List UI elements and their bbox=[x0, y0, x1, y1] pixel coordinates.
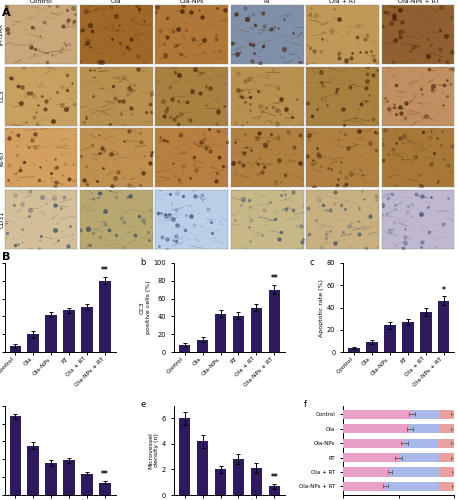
Bar bbox=[343, 453, 399, 462]
Bar bbox=[45, 314, 57, 352]
Bar bbox=[251, 468, 262, 495]
Y-axis label: Ki-67: Ki-67 bbox=[0, 150, 4, 166]
Text: f: f bbox=[304, 400, 307, 409]
Bar bbox=[10, 346, 21, 352]
Bar bbox=[438, 438, 454, 448]
Bar bbox=[197, 340, 208, 352]
Bar bbox=[439, 453, 454, 462]
Bar bbox=[402, 322, 414, 352]
Bar bbox=[63, 310, 75, 352]
Bar bbox=[439, 482, 454, 491]
Bar bbox=[438, 301, 449, 352]
Bar bbox=[420, 312, 431, 352]
Bar bbox=[28, 446, 39, 495]
Text: b: b bbox=[140, 258, 146, 266]
Y-axis label: CC3: CC3 bbox=[0, 90, 4, 102]
Bar bbox=[81, 306, 93, 352]
Y-axis label: Apoptotic rate (%): Apoptotic rate (%) bbox=[319, 278, 324, 336]
Text: c: c bbox=[310, 258, 314, 266]
Text: **: ** bbox=[101, 470, 109, 479]
Text: **: ** bbox=[270, 472, 278, 482]
Title: Control: Control bbox=[29, 0, 52, 4]
Bar bbox=[440, 424, 454, 434]
Bar bbox=[410, 424, 440, 434]
Bar bbox=[366, 342, 378, 352]
Bar bbox=[28, 334, 39, 352]
Bar bbox=[440, 410, 454, 419]
Bar bbox=[412, 410, 440, 419]
Bar bbox=[197, 442, 208, 495]
Bar bbox=[343, 424, 410, 434]
Title: RT: RT bbox=[263, 0, 271, 4]
Title: Ola: Ola bbox=[111, 0, 122, 4]
Bar bbox=[439, 467, 454, 476]
Bar bbox=[179, 345, 190, 352]
Bar bbox=[399, 453, 439, 462]
Bar bbox=[233, 316, 244, 352]
Title: Ola-NPs: Ola-NPs bbox=[179, 0, 204, 4]
Bar bbox=[269, 290, 280, 352]
Bar bbox=[390, 467, 439, 476]
Bar bbox=[384, 326, 396, 352]
Title: Ola + RT: Ola + RT bbox=[329, 0, 357, 4]
Bar bbox=[45, 463, 57, 495]
Y-axis label: γ-H2AX: γ-H2AX bbox=[0, 23, 4, 46]
Bar bbox=[348, 348, 360, 352]
Bar bbox=[215, 314, 226, 352]
Y-axis label: CD31: CD31 bbox=[0, 210, 4, 228]
Bar bbox=[251, 308, 262, 352]
Text: e: e bbox=[140, 400, 146, 409]
Bar bbox=[10, 416, 21, 495]
Text: **: ** bbox=[270, 274, 278, 283]
Bar bbox=[343, 467, 390, 476]
Bar bbox=[99, 281, 111, 352]
Bar bbox=[63, 460, 75, 495]
Text: *: * bbox=[442, 286, 446, 294]
Bar bbox=[343, 482, 386, 491]
Title: Ola-NPs + RT: Ola-NPs + RT bbox=[397, 0, 439, 4]
Bar bbox=[343, 438, 404, 448]
Y-axis label: CC3
positive cells (%): CC3 positive cells (%) bbox=[140, 281, 151, 334]
Text: B: B bbox=[2, 252, 11, 262]
Bar bbox=[269, 486, 280, 495]
Text: A: A bbox=[2, 8, 11, 18]
Bar bbox=[99, 482, 111, 495]
Bar bbox=[404, 438, 438, 448]
Bar bbox=[81, 474, 93, 495]
Y-axis label: Microvessel
density (n): Microvessel density (n) bbox=[148, 432, 159, 469]
Bar bbox=[215, 470, 226, 495]
Bar bbox=[233, 460, 244, 495]
Bar bbox=[179, 418, 190, 495]
Bar bbox=[343, 410, 412, 419]
Text: **: ** bbox=[101, 266, 109, 276]
Bar bbox=[386, 482, 439, 491]
